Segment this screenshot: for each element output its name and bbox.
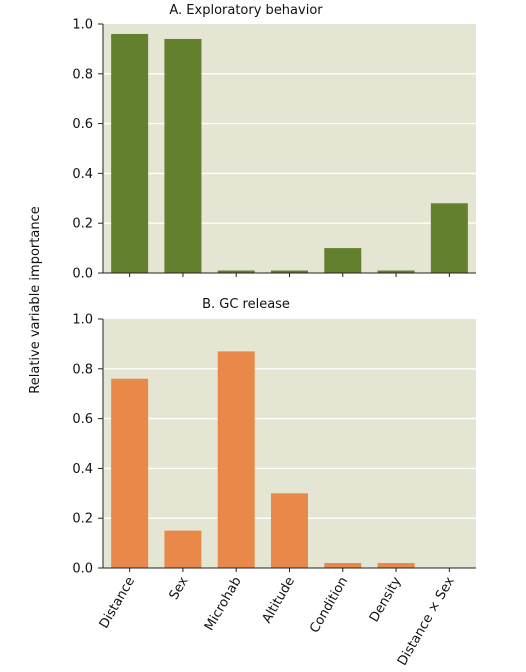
x-category-label-0: Distance (97, 574, 138, 631)
panel-gc-release: B. GC release 0.0 0.2 0.4 0.6 0.8 1.0 (72, 297, 476, 577)
x-category-label-1: Sex (167, 574, 192, 602)
y-tick-label-b-3: 0.6 (72, 412, 93, 427)
y-tick-label-a-4: 0.8 (72, 67, 93, 82)
x-axis-labels: Distance Sex Microhab Altitude Condition Dens… (97, 574, 458, 668)
bar-b-3 (271, 493, 308, 568)
bar-b-1 (164, 530, 202, 568)
bar-a-5 (377, 270, 415, 273)
panel-b-title: B. GC release (202, 297, 290, 312)
bar-a-2 (217, 270, 255, 273)
bar-a-1 (164, 38, 202, 273)
x-category-label-6: Distance × Sex (395, 574, 458, 668)
panel-a-title: A. Exploratory behavior (169, 3, 323, 18)
bar-b-2 (217, 351, 255, 568)
y-axis-title: Relative variable importance (28, 206, 43, 393)
bar-a-3 (271, 270, 308, 273)
x-category-label-5: Density (367, 574, 405, 625)
y-tick-label-b-2: 0.4 (72, 462, 93, 477)
bar-a-0 (111, 33, 149, 274)
bar-a-6 (430, 203, 468, 273)
y-tick-label-b-4: 0.8 (72, 362, 93, 377)
x-category-label-3: Altitude (260, 575, 298, 627)
bar-b-4 (324, 563, 362, 568)
panel-exploratory-behavior: A. Exploratory behavior 0.0 0.2 0.4 0.6 0.8 1… (72, 3, 476, 282)
bar-a-4 (324, 248, 362, 273)
y-tick-label-b-5: 1.0 (72, 313, 93, 328)
y-tick-label-a-5: 1.0 (72, 18, 93, 33)
y-tick-label-a-3: 0.6 (72, 117, 93, 132)
y-tick-label-a-0: 0.0 (72, 267, 93, 282)
y-tick-label-a-2: 0.4 (72, 167, 93, 182)
bar-b-5 (377, 563, 415, 568)
y-tick-label-a-1: 0.2 (72, 217, 93, 232)
x-category-label-2: Microhab (202, 575, 245, 634)
plot-background-a (103, 24, 476, 273)
x-category-label-4: Condition (307, 575, 351, 636)
y-tick-label-b-1: 0.2 (72, 512, 93, 527)
y-tick-label-b-0: 0.0 (72, 562, 93, 577)
bar-b-0 (111, 378, 149, 568)
